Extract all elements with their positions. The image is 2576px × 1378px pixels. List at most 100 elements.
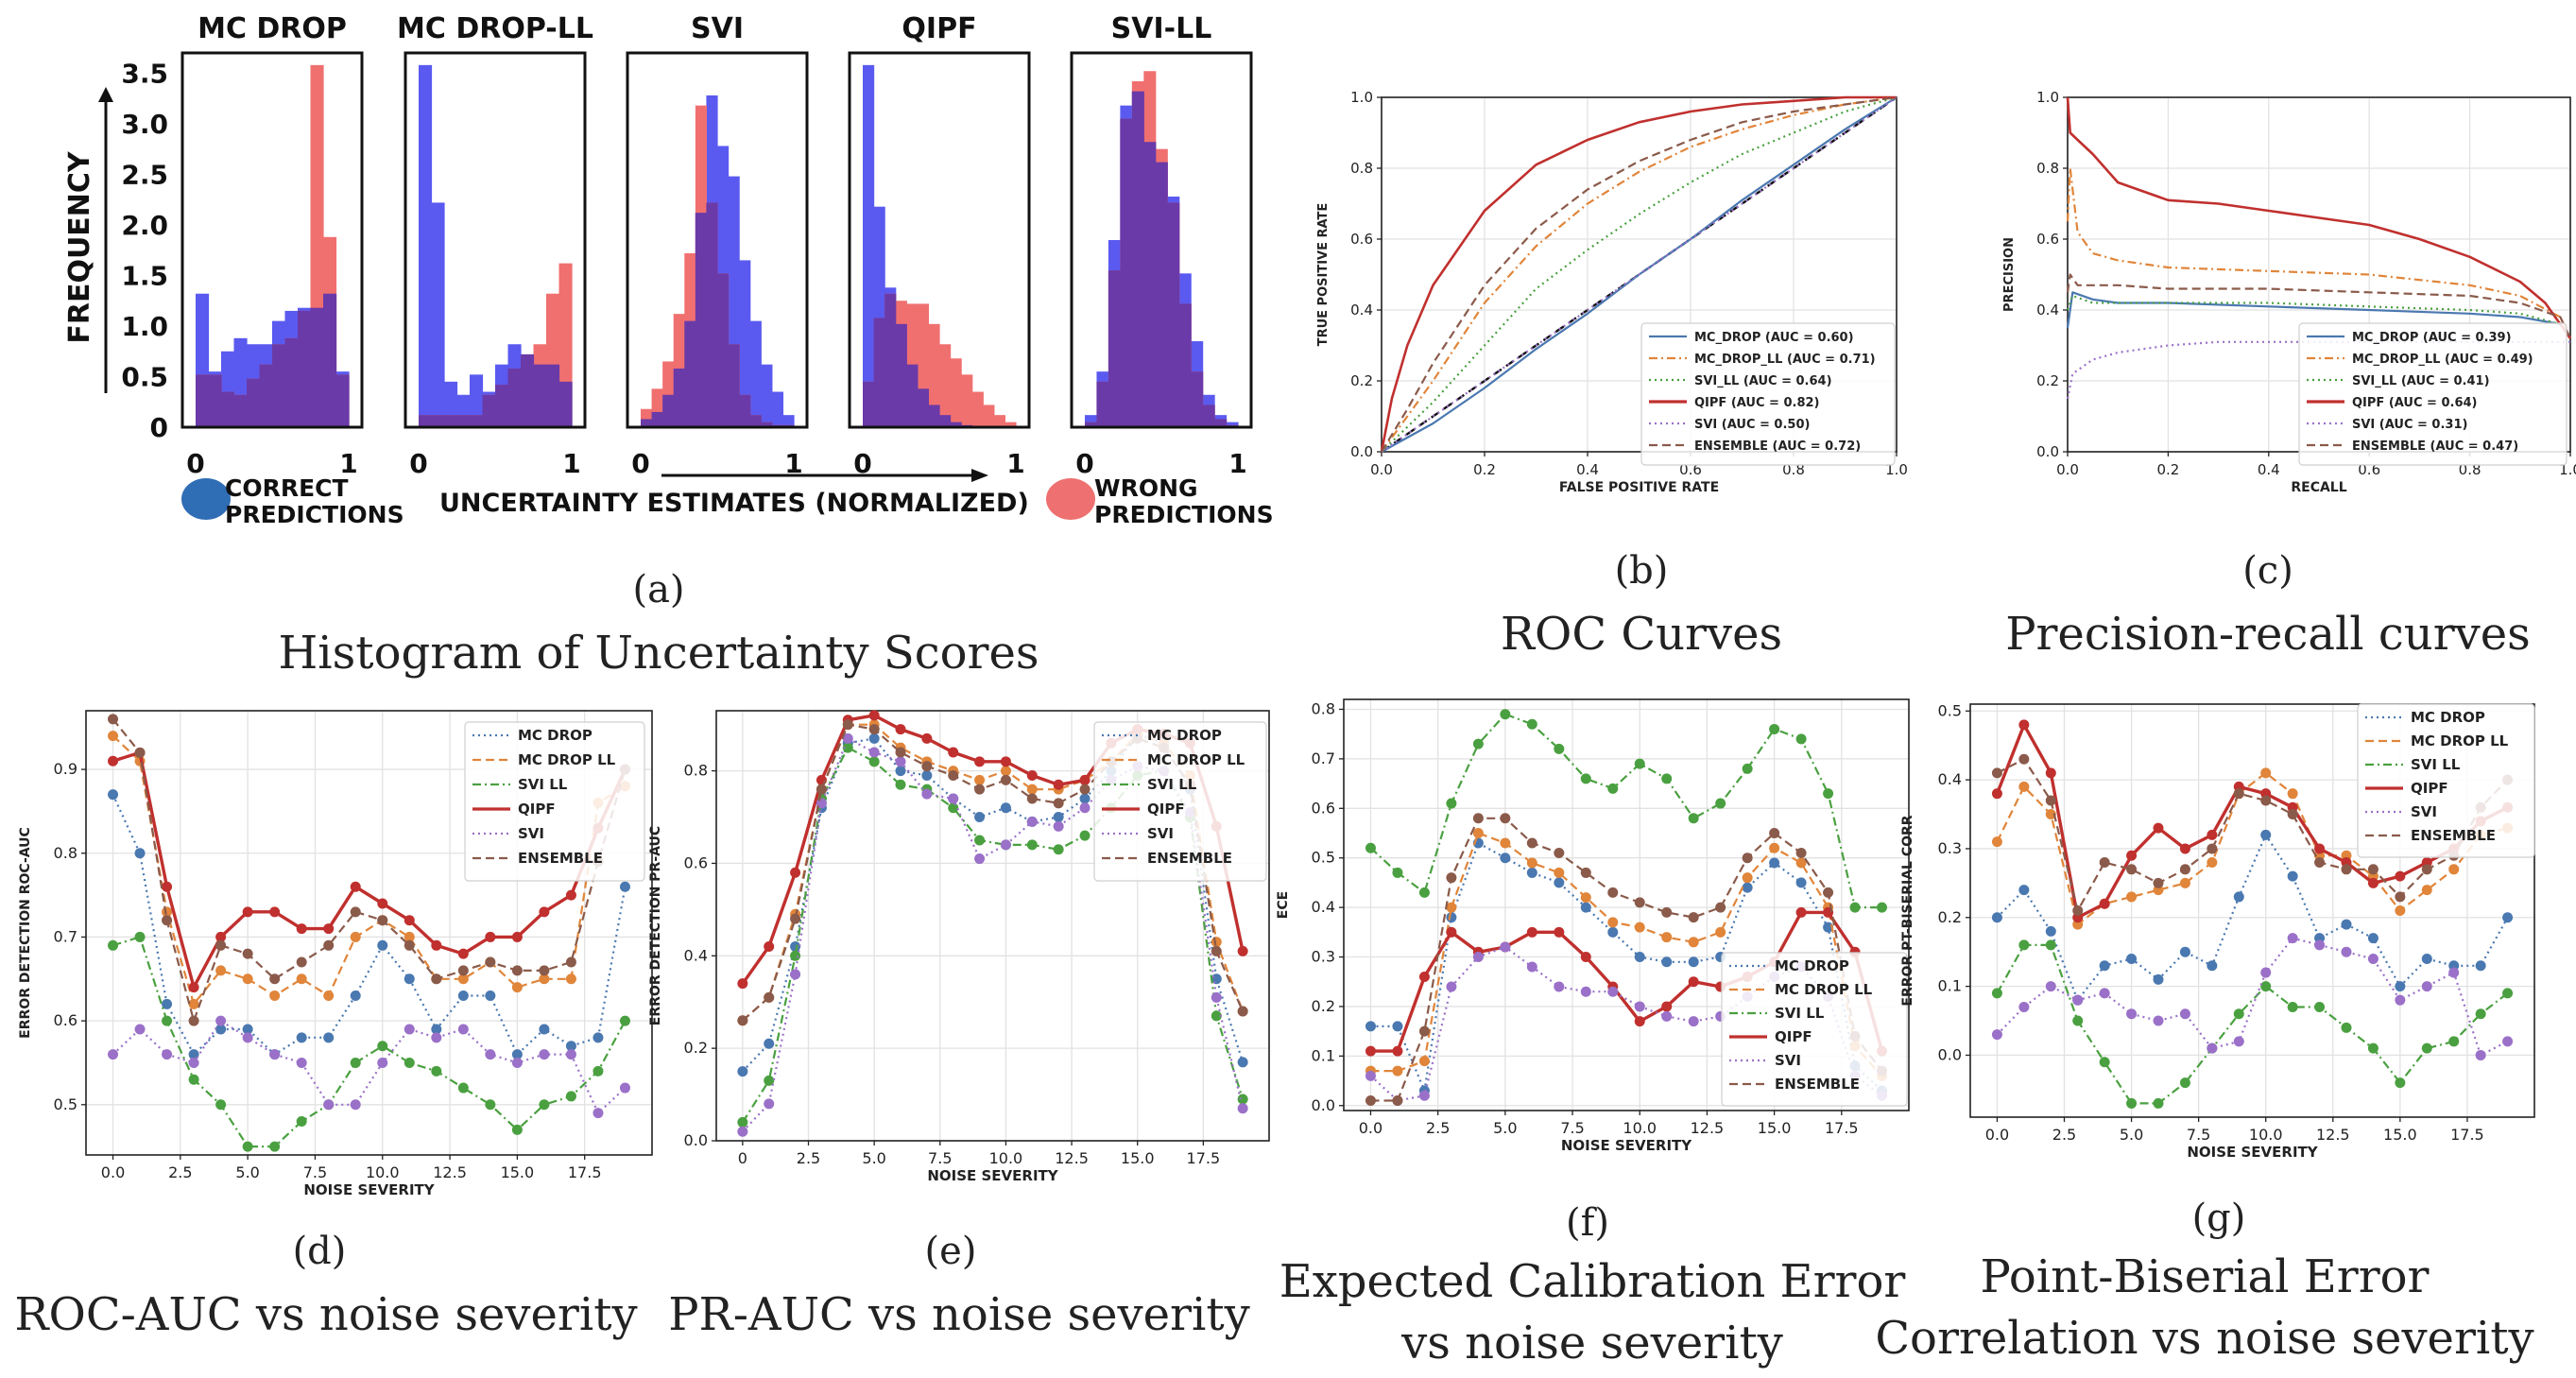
data-point-ensemble [2045,795,2056,806]
hist-bar-overlap [673,368,685,427]
legend-correct-line1: CORRECT [225,474,349,502]
x-tick-label: 17.5 [1825,1119,1859,1137]
data-point-svi [215,1015,227,1026]
series-line-svi [1381,96,1898,453]
hist-y-tick: 3.0 [121,109,168,140]
data-point-ensemble [1446,872,1457,884]
data-point-ensemble [108,714,119,725]
series-line-svi_ll [112,936,627,1148]
data-point-mc_drop [1526,867,1537,878]
data-point-ensemble [974,784,986,795]
hist-bar-wrong [971,391,984,427]
legend-label-mc_drop_ll: MC DROP LL [2411,732,2509,749]
data-point-svi [457,1024,469,1035]
x-tick-label: 10.0 [989,1149,1023,1167]
data-point-svi [1365,1070,1376,1081]
data-point-mc_drop [2233,891,2244,903]
data-point-mc_drop_ll [1392,1065,1403,1077]
series-line-mc_drop_ll [2066,166,2571,339]
data-point-mc_drop_ll [2395,905,2406,916]
caption-a-letter: (a) [632,568,684,611]
data-point-svi [2153,1015,2164,1026]
data-point-mc_drop [1580,902,1591,913]
data-point-mc_drop [404,973,415,985]
legend-label-svi: SVI [2411,803,2437,820]
hist-bar-overlap [873,318,885,427]
data-point-svi_ll [1991,988,2002,999]
data-point-svi [162,1049,173,1060]
data-point-qipf [1991,788,2002,800]
hist-bar-overlap [482,394,496,427]
y-tick-label: 0.3 [1312,948,1335,966]
data-point-svi_ll [511,1124,523,1135]
data-point-mc_drop [1769,857,1780,869]
data-point-qipf [2179,843,2190,854]
y-tick-label: 0.2 [1938,908,1962,926]
data-point-svi [2502,1036,2514,1047]
data-point-ensemble [134,747,146,758]
data-point-svi_ll [431,1065,442,1077]
x-tick-label: 0 [738,1149,747,1167]
data-point-svi [868,747,880,758]
data-point-mc_drop_ll [2448,864,2460,875]
data-point-svi_ll [1877,902,1888,913]
data-point-svi [2233,1036,2244,1047]
data-point-mc_drop_ll [242,973,253,985]
y-tick-label: 0.0 [1312,1096,1335,1114]
legend-box [1721,952,1908,1107]
hist-bar-overlap [272,344,286,427]
data-point-mc_drop [1053,812,1064,823]
caption-c-title: Precision-recall curves [2005,608,2531,661]
data-point-ensemble [2367,864,2379,875]
data-point-svi [1418,1090,1430,1101]
data-point-mc_drop_ll [1661,932,1673,943]
x-tick-label: 10.0 [366,1163,400,1181]
legend-box [464,721,645,882]
y-tick-label: 0.2 [2036,372,2059,389]
data-point-mc_drop [974,812,986,823]
data-point-mc_drop_ll [1500,837,1511,849]
y-tick-label: 0.9 [54,760,77,778]
data-point-svi [485,1049,496,1060]
data-point-svi_ll [974,835,986,846]
data-point-qipf [108,755,119,767]
data-point-qipf [790,867,801,878]
hist-x-label: UNCERTAINTY ESTIMATES (NORMALIZED) [439,489,1029,518]
data-point-mc_drop_ll [2179,877,2190,888]
data-point-qipf [1580,952,1591,963]
y-tick-label: 0.4 [2036,301,2059,319]
data-point-ensemble [2395,891,2406,903]
data-point-mc_drop_ll [1526,857,1537,869]
data-point-ensemble [1418,1025,1430,1037]
hist-bar-overlap [1178,303,1192,427]
legend-label-mc_drop: MC DROP [2411,709,2485,726]
data-point-mc_drop_ll [269,990,281,1002]
legend-label-qipf: QIPF [1775,1028,1812,1045]
y-tick-label: 0.8 [1312,699,1335,717]
data-point-mc_drop_ll [1580,892,1591,904]
hist-tick-label: 1 [1006,448,1024,479]
hist-tick-label: 0 [186,448,204,479]
series-line-mc_drop_ll [112,734,627,1006]
data-point-ensemble [162,915,173,926]
data-point-mc_drop [350,990,361,1002]
hist-y-tick: 2.0 [121,210,168,241]
data-point-mc_drop_ll [1554,867,1565,878]
data-point-svi_ll [1769,723,1780,734]
data-point-svi_ll [296,1116,307,1128]
data-point-qipf [974,756,986,767]
x-axis-label: RECALL [2291,480,2346,495]
data-point-mc_drop_ll [539,973,550,985]
caption-g-title-line1: Point-Biserial Error [1981,1250,2430,1303]
data-point-svi [2099,988,2110,999]
data-point-qipf [323,923,335,935]
hist-bar-correct [431,202,445,427]
caption-b-letter: (b) [1615,549,1669,593]
legend-label-qipf: QIPF [518,801,556,818]
data-point-mc_drop [1365,1021,1376,1032]
hist-bar-overlap [196,374,210,427]
hist-bar-overlap [431,415,445,427]
data-point-qipf [404,915,415,926]
data-point-ensemble [1026,793,1038,804]
